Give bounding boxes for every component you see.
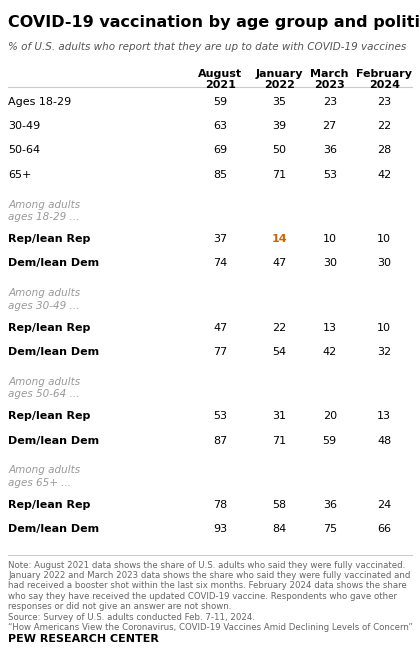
Text: 53: 53	[213, 411, 228, 421]
Text: 71: 71	[272, 170, 286, 180]
Text: 37: 37	[213, 234, 228, 244]
Text: 65+: 65+	[8, 170, 32, 180]
Text: 42: 42	[377, 170, 391, 180]
Text: 14: 14	[271, 234, 287, 244]
Text: 22: 22	[377, 121, 391, 131]
Text: 39: 39	[272, 121, 286, 131]
Text: Rep/lean Rep: Rep/lean Rep	[8, 323, 91, 332]
Text: 69: 69	[213, 145, 228, 155]
Text: February
2024: February 2024	[356, 69, 412, 91]
Text: 50: 50	[272, 145, 286, 155]
Text: 53: 53	[323, 170, 337, 180]
Text: 36: 36	[323, 500, 337, 510]
Text: COVID-19 vaccination by age group and political party: COVID-19 vaccination by age group and po…	[8, 15, 420, 30]
Text: 74: 74	[213, 258, 228, 268]
Text: 93: 93	[213, 524, 228, 534]
Text: 32: 32	[377, 347, 391, 357]
Text: 59: 59	[323, 436, 337, 446]
Text: 36: 36	[323, 145, 337, 155]
Text: Dem/lean Dem: Dem/lean Dem	[8, 524, 100, 534]
Text: Among adults
ages 18-29 ...: Among adults ages 18-29 ...	[8, 200, 81, 222]
Text: Among adults
ages 50-64 ...: Among adults ages 50-64 ...	[8, 377, 81, 399]
Text: Ages 18-29: Ages 18-29	[8, 97, 72, 106]
Text: August
2021: August 2021	[198, 69, 243, 91]
Text: 66: 66	[377, 524, 391, 534]
Text: 63: 63	[213, 121, 228, 131]
Text: 13: 13	[377, 411, 391, 421]
Text: 13: 13	[323, 323, 337, 332]
Text: 42: 42	[323, 347, 337, 357]
Text: Among adults
ages 30-49 ...: Among adults ages 30-49 ...	[8, 288, 81, 311]
Text: Rep/lean Rep: Rep/lean Rep	[8, 500, 91, 510]
Text: Rep/lean Rep: Rep/lean Rep	[8, 411, 91, 421]
Text: 23: 23	[377, 97, 391, 106]
Text: 30: 30	[377, 258, 391, 268]
Text: 23: 23	[323, 97, 337, 106]
Text: PEW RESEARCH CENTER: PEW RESEARCH CENTER	[8, 635, 159, 644]
Text: 84: 84	[272, 524, 286, 534]
Text: Dem/lean Dem: Dem/lean Dem	[8, 436, 100, 446]
Text: 87: 87	[213, 436, 228, 446]
Text: 20: 20	[323, 411, 337, 421]
Text: 31: 31	[272, 411, 286, 421]
Text: 54: 54	[272, 347, 286, 357]
Text: 10: 10	[377, 234, 391, 244]
Text: Among adults
ages 65+ ...: Among adults ages 65+ ...	[8, 465, 81, 488]
Text: Rep/lean Rep: Rep/lean Rep	[8, 234, 91, 244]
Text: 30-49: 30-49	[8, 121, 41, 131]
Text: January
2022: January 2022	[255, 69, 303, 91]
Text: 47: 47	[272, 258, 286, 268]
Text: 85: 85	[213, 170, 228, 180]
Text: 22: 22	[272, 323, 286, 332]
Text: Dem/lean Dem: Dem/lean Dem	[8, 258, 100, 268]
Text: 75: 75	[323, 524, 337, 534]
Text: 78: 78	[213, 500, 228, 510]
Text: 48: 48	[377, 436, 391, 446]
Text: March
2023: March 2023	[310, 69, 349, 91]
Text: 30: 30	[323, 258, 337, 268]
Text: 28: 28	[377, 145, 391, 155]
Text: 77: 77	[213, 347, 228, 357]
Text: 35: 35	[272, 97, 286, 106]
Text: % of U.S. adults who report that they are up to date with COVID-19 vaccines: % of U.S. adults who report that they ar…	[8, 42, 407, 52]
Text: 27: 27	[323, 121, 337, 131]
Text: 71: 71	[272, 436, 286, 446]
Text: 10: 10	[377, 323, 391, 332]
Text: 24: 24	[377, 500, 391, 510]
Text: 50-64: 50-64	[8, 145, 40, 155]
Text: 58: 58	[272, 500, 286, 510]
Text: Dem/lean Dem: Dem/lean Dem	[8, 347, 100, 357]
Text: 10: 10	[323, 234, 337, 244]
Text: 47: 47	[213, 323, 228, 332]
Text: 59: 59	[213, 97, 228, 106]
Text: Note: August 2021 data shows the share of U.S. adults who said they were fully v: Note: August 2021 data shows the share o…	[8, 561, 413, 632]
